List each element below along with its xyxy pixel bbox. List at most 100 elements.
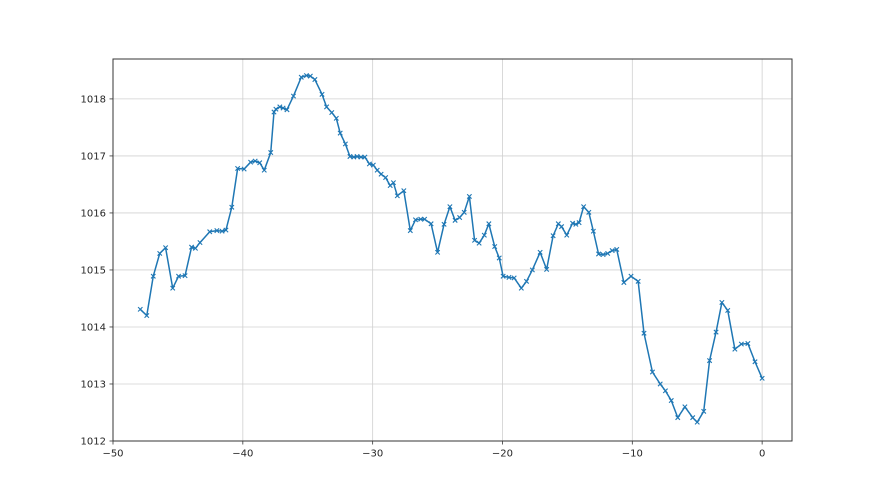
x-marker — [628, 273, 634, 279]
x-marker — [358, 154, 364, 160]
x-marker — [261, 167, 267, 173]
data-series — [137, 72, 765, 425]
x-marker — [188, 244, 195, 250]
x-marker — [421, 216, 428, 222]
x-marker — [319, 91, 325, 97]
x-marker — [312, 76, 318, 83]
x-marker — [506, 274, 512, 280]
x-marker — [486, 221, 492, 227]
x-marker — [719, 299, 725, 306]
x-marker — [595, 251, 602, 257]
x-tick-label: 0 — [759, 449, 765, 460]
x-marker — [657, 381, 663, 387]
x-marker — [457, 214, 463, 221]
x-marker — [214, 228, 220, 234]
x-marker — [576, 220, 582, 226]
x-marker — [471, 237, 478, 243]
x-marker — [706, 358, 713, 364]
x-marker — [441, 221, 447, 227]
x-marker — [374, 167, 380, 173]
x-marker — [157, 250, 163, 257]
x-marker — [614, 246, 620, 253]
y-tick-label: 1012 — [81, 437, 106, 448]
x-marker — [694, 419, 700, 425]
y-tick-label: 1014 — [81, 322, 106, 333]
x-marker — [682, 404, 688, 410]
x-marker — [370, 162, 376, 168]
x-marker — [523, 278, 530, 284]
x-marker — [500, 273, 506, 279]
x-marker — [621, 279, 627, 286]
y-tick-label: 1018 — [81, 94, 106, 105]
x-marker — [268, 149, 274, 156]
x-marker — [418, 216, 424, 222]
x-marker — [481, 232, 487, 238]
x-marker — [461, 209, 467, 215]
x-marker — [713, 329, 719, 335]
x-marker — [605, 250, 611, 257]
x-marker — [192, 245, 199, 251]
x-marker — [412, 217, 419, 223]
x-marker — [544, 266, 550, 272]
x-marker — [354, 153, 360, 160]
x-marker — [590, 228, 596, 234]
x-marker — [144, 312, 150, 319]
x-marker — [732, 346, 738, 352]
x-marker — [428, 221, 434, 227]
x-tick-label: −50 — [102, 449, 123, 460]
x-marker — [581, 204, 587, 210]
x-marker — [476, 240, 482, 246]
x-marker — [280, 105, 286, 111]
x-marker — [290, 93, 297, 99]
x-marker — [175, 273, 182, 279]
x-marker — [537, 249, 543, 255]
x-marker — [342, 141, 348, 147]
x-tick-label: −10 — [622, 449, 643, 460]
series-line — [139, 74, 763, 423]
x-marker — [564, 232, 570, 238]
x-marker — [550, 233, 556, 239]
x-marker — [701, 408, 707, 414]
x-marker — [235, 165, 241, 172]
y-tick-label: 1013 — [81, 379, 106, 390]
x-marker — [759, 375, 765, 381]
x-marker — [600, 251, 606, 258]
y-tick-label: 1017 — [81, 151, 106, 162]
x-marker — [323, 104, 330, 110]
x-marker — [586, 209, 592, 215]
x-marker — [366, 161, 372, 167]
x-marker — [434, 249, 441, 255]
x-tick-label: −30 — [362, 449, 383, 460]
x-marker — [170, 285, 176, 291]
x-marker — [558, 224, 565, 230]
x-marker — [518, 285, 524, 291]
x-marker — [529, 267, 535, 273]
x-marker — [383, 175, 389, 181]
x-marker — [609, 247, 615, 254]
x-marker — [725, 307, 731, 314]
x-marker — [738, 341, 744, 347]
x-marker — [219, 228, 225, 234]
x-marker — [207, 229, 213, 235]
x-marker — [362, 154, 368, 160]
x-marker — [197, 239, 203, 246]
x-marker — [277, 104, 283, 110]
x-marker — [662, 388, 669, 394]
x-marker — [337, 130, 343, 136]
x-marker — [229, 204, 235, 210]
x-marker — [257, 160, 263, 166]
x-marker — [303, 72, 310, 79]
x-marker — [466, 193, 472, 199]
x-marker — [401, 188, 407, 194]
x-marker — [447, 204, 453, 210]
x-marker — [668, 397, 674, 404]
x-marker — [378, 171, 384, 177]
x-marker — [675, 415, 681, 421]
x-marker — [273, 106, 279, 112]
x-marker — [150, 273, 156, 279]
x-marker — [307, 73, 313, 79]
x-marker — [394, 193, 400, 199]
x-marker — [641, 330, 647, 336]
x-marker — [690, 415, 696, 421]
